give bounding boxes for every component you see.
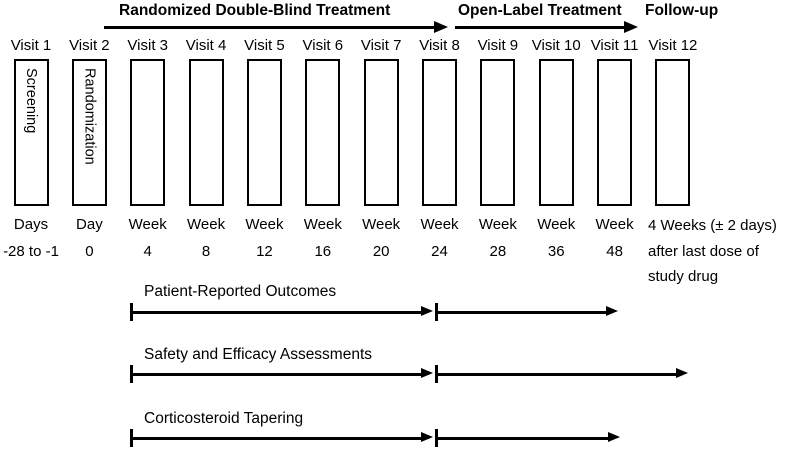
arrowhead-blind-icon [421,306,433,316]
phase-arrowhead-open-label-icon [624,21,638,33]
visit-label-1: Visit 1 [10,37,52,54]
time-unit-label: Day [76,216,103,233]
visit-label-3: Visit 3 [127,37,168,54]
arrowhead-open-icon [606,306,618,316]
time-value-label: 20 [372,243,390,260]
phase-arrow-line-double-blind [104,26,435,29]
arrowhead-open-icon [608,432,620,442]
time-unit-label: Week [595,216,634,233]
visit-box-10 [538,59,574,206]
phase-arrow-line-open-label [455,26,625,29]
followup-note-line-2: after last dose of [648,242,759,260]
time-value-label: -28 to -1 [3,243,59,260]
phase-divider-tick [435,365,438,383]
time-unit-label: Week [128,216,167,233]
assessment-label-corticosteroid-tapering: Corticosteroid Tapering [144,410,304,427]
time-unit-label: Days [13,216,49,233]
visit-label-7: Visit 7 [360,37,402,54]
visit-label-2: Visit 2 [69,37,110,54]
visit-label-8: Visit 8 [419,37,460,54]
time-unit-label: Week [187,216,226,233]
visit-box-3 [130,59,166,206]
time-unit-label: Week [537,216,576,233]
arrowhead-blind-icon [421,432,433,442]
time-unit-label: Week [478,216,517,233]
visit-label-9: Visit 9 [477,37,519,54]
visit-box-6 [305,59,341,206]
visit-box-2: Randomization [71,59,107,206]
visit-box-9 [480,59,516,206]
visit-label-12: Visit 12 [648,37,698,54]
time-unit-label: Week [362,216,401,233]
time-unit-label: Week [303,216,342,233]
arrow-line-open-patient-reported-outcomes [438,311,606,314]
phase-title-randomized-double-blind: Randomized Double-Blind Treatment [119,2,391,19]
time-value-label: 48 [606,243,623,260]
time-unit-label: Week [245,216,284,233]
phase-divider-tick [435,429,438,447]
time-value-label: 8 [201,243,211,260]
visit-box-11 [597,59,633,206]
assessment-label-safety-and-efficacy-assessments: Safety and Efficacy Assessments [144,346,373,363]
phase-title-follow-up: Follow-up [645,2,719,19]
visit-box-8 [422,59,458,206]
visit-box-1: Screening [13,59,49,206]
visit-label-5: Visit 5 [244,37,285,54]
time-value-label: 0 [85,243,94,260]
time-unit-label: Week [420,216,459,233]
visit-label-11: Visit 11 [590,37,639,54]
phase-arrowhead-double-blind-icon [434,21,448,33]
time-value-label: 28 [489,243,507,260]
arrow-line-open-safety-and-efficacy-assessments [438,373,676,376]
arrow-line-blind-safety-and-efficacy-assessments [130,373,423,376]
arrowhead-blind-icon [421,368,433,378]
arrow-line-open-corticosteroid-tapering [438,437,608,440]
time-value-label: 12 [256,243,273,260]
followup-note-line-3: study drug [648,268,719,285]
arrowhead-open-icon [676,368,688,378]
visit-box-4 [188,59,224,206]
arrow-line-blind-corticosteroid-tapering [130,437,423,440]
arrow-line-blind-patient-reported-outcomes [130,311,423,314]
time-value-label: 36 [547,243,565,260]
assessment-label-patient-reported-outcomes: Patient-Reported Outcomes [144,283,337,300]
phase-title-open-label: Open-Label Treatment [458,2,622,19]
time-value-label: 4 [143,243,152,260]
randomization-box-label: Randomization [81,68,98,165]
visit-box-7 [363,59,399,206]
visit-label-4: Visit 4 [185,37,227,54]
time-value-label: 24 [431,243,448,260]
visit-box-12 [655,59,691,206]
visit-label-6: Visit 6 [302,37,344,54]
visit-box-5 [246,59,282,206]
followup-note-line-1: 4 Weeks (± 2 days) [648,217,777,234]
phase-divider-tick [435,303,438,321]
visit-label-10: Visit 10 [531,37,581,54]
screening-box-label: Screening [23,68,39,134]
time-value-label: 16 [314,243,332,260]
